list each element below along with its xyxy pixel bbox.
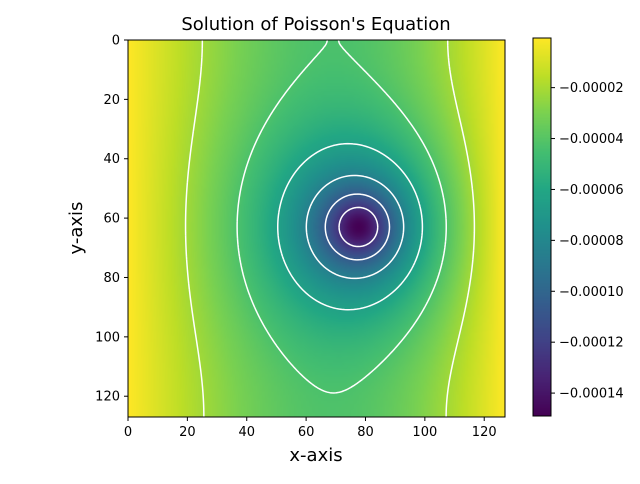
x-tick-label: 100 <box>412 425 437 440</box>
x-tick-label: 0 <box>124 425 132 440</box>
colorbar-gradient <box>533 38 551 416</box>
colorbar-tick-label: −0.00014 <box>559 387 624 402</box>
colorbar: −0.00002 −0.00004 −0.00006 −0.00008 −0.00010… <box>532 37 624 417</box>
contour-line-4 <box>305 174 405 280</box>
contour-line-2 <box>236 40 447 394</box>
colorbar-tick-label: −0.00012 <box>559 336 624 351</box>
y-tick-label: 40 <box>103 152 120 167</box>
contour-line-6 <box>338 206 379 248</box>
y-tick-label: 60 <box>103 212 120 227</box>
colorbar-tick-label: −0.00010 <box>559 285 624 300</box>
colorbar-tick-label: −0.00008 <box>559 234 624 249</box>
x-tick-label: 120 <box>472 425 497 440</box>
contour-lines <box>184 40 476 417</box>
chart-title: Solution of Poisson's Equation <box>181 14 450 35</box>
plot-frame <box>127 39 506 418</box>
contour-line-5 <box>324 193 391 261</box>
y-tick-label: 120 <box>95 390 120 405</box>
x-tick-label: 40 <box>238 425 255 440</box>
contour-line-3 <box>276 142 424 311</box>
colorbar-ticks: −0.00002 −0.00004 −0.00006 −0.00008 −0.00010… <box>551 81 624 402</box>
colorbar-frame <box>532 37 552 417</box>
heatmap-image <box>128 40 505 417</box>
y-tick-label: 0 <box>112 34 120 49</box>
y-axis-label: y-axis <box>66 202 87 255</box>
colorbar-tick-label: −0.00006 <box>559 183 624 198</box>
colorbar-tick-label: −0.00004 <box>559 132 624 147</box>
heatmap-area <box>127 39 506 418</box>
x-tick-label: 80 <box>357 425 374 440</box>
x-tick-label: 20 <box>179 425 196 440</box>
contour-line-1 <box>184 40 476 417</box>
x-axis-ticks: 0 20 40 60 80 100 120 <box>124 417 497 440</box>
x-axis-label: x-axis <box>289 445 342 466</box>
y-tick-label: 20 <box>103 93 120 108</box>
x-tick-label: 60 <box>298 425 315 440</box>
y-axis-ticks: 0 20 40 60 80 100 120 <box>95 34 128 405</box>
y-tick-label: 80 <box>103 271 120 286</box>
y-tick-label: 100 <box>95 330 120 345</box>
colorbar-tick-label: −0.00002 <box>559 81 624 96</box>
